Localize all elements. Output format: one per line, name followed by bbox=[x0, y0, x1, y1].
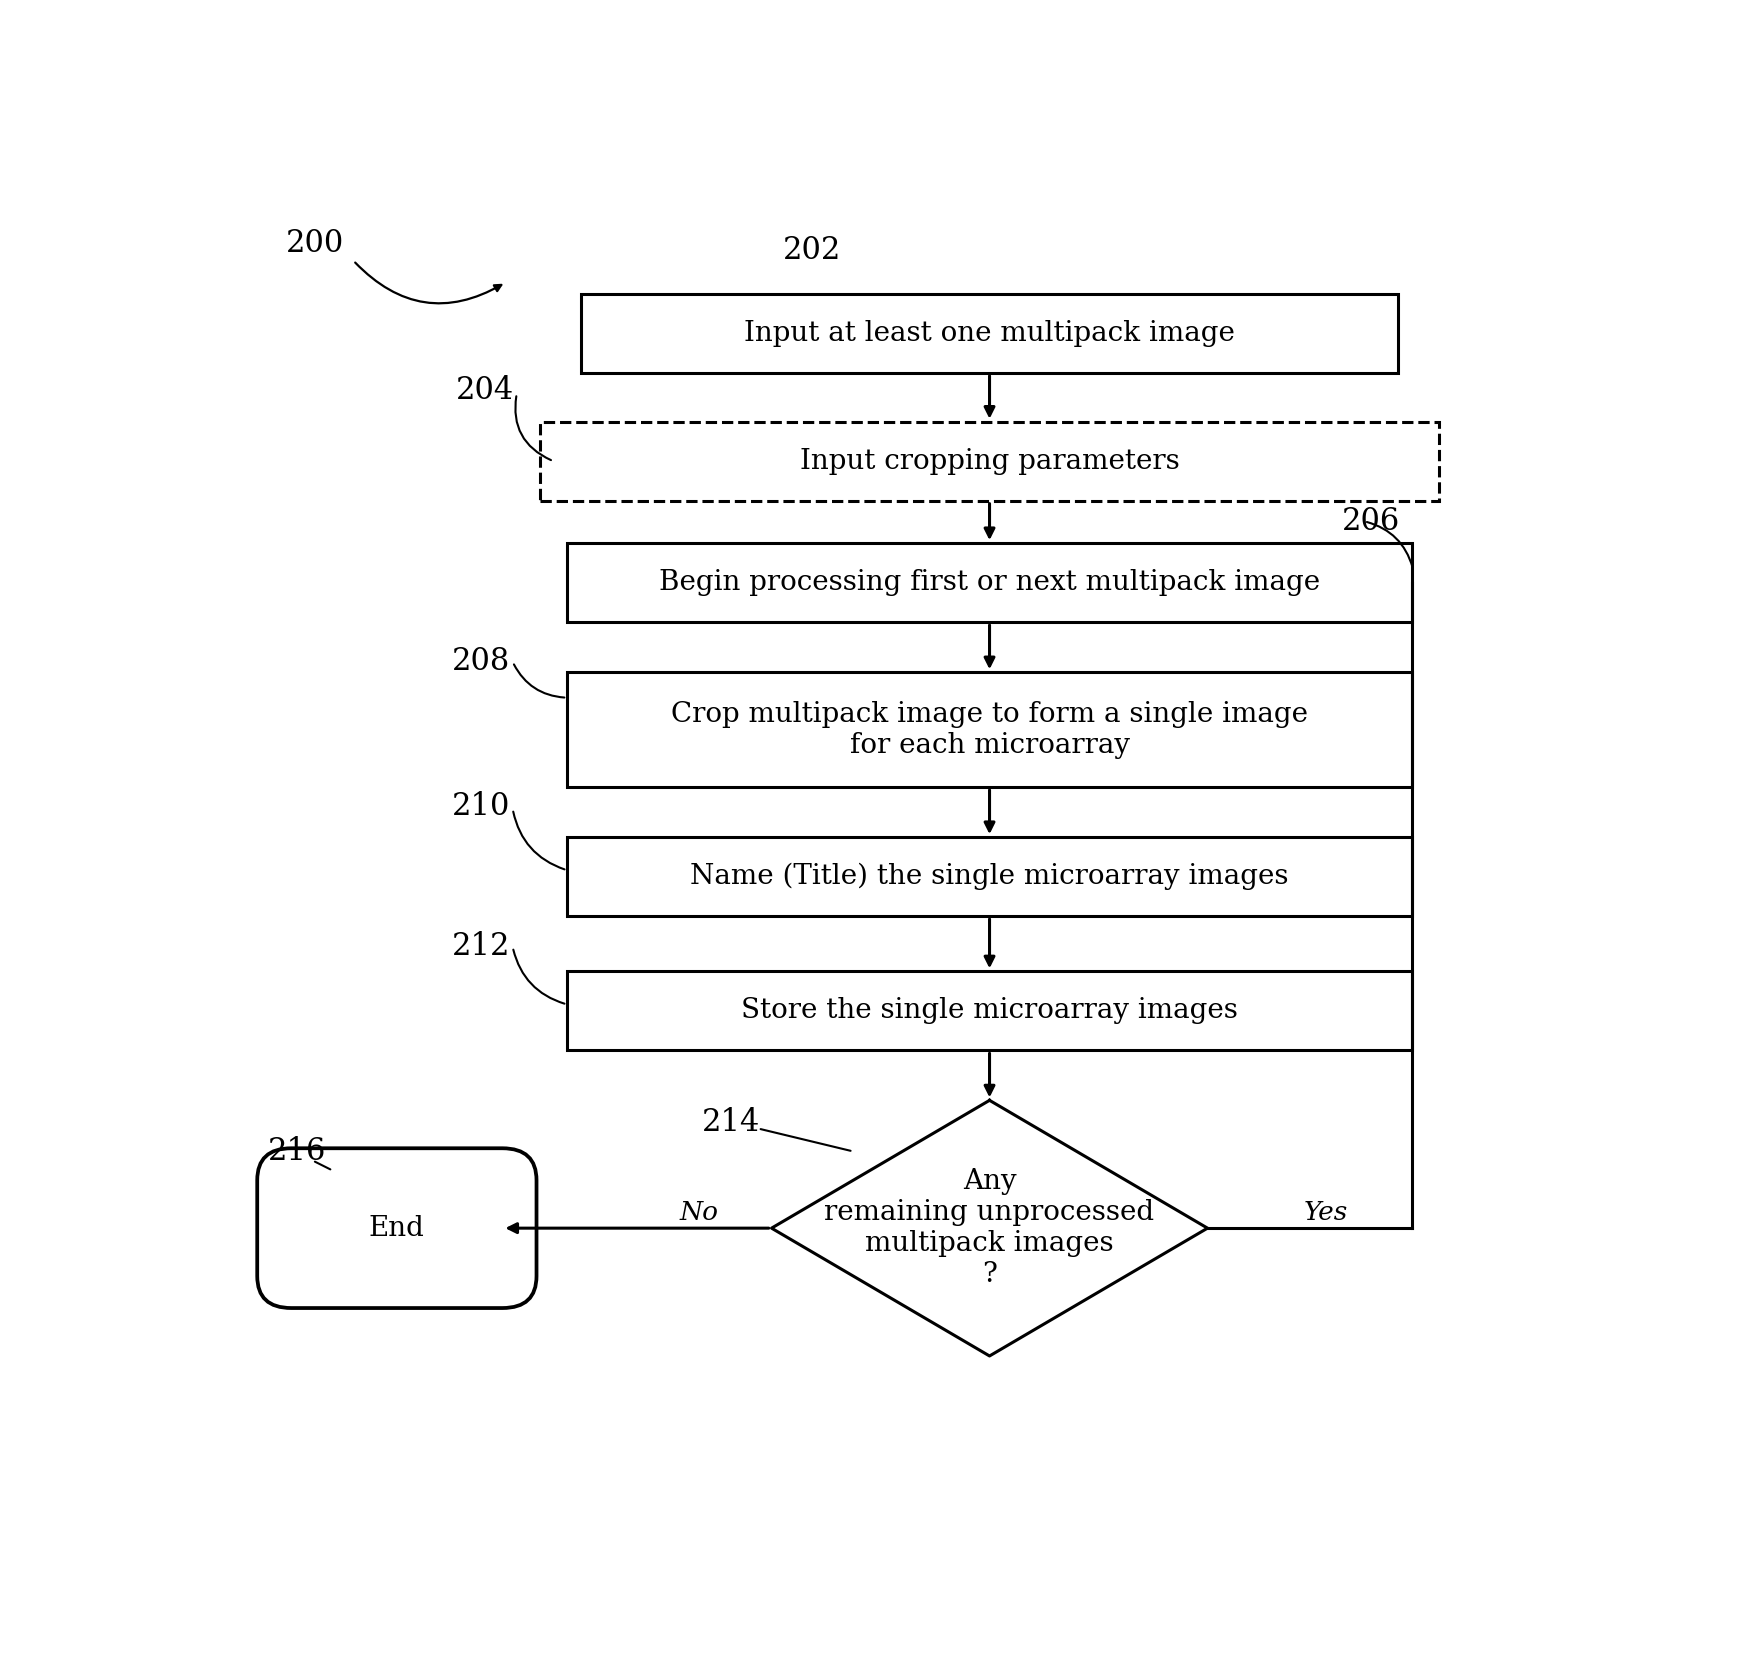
Text: Yes: Yes bbox=[1304, 1200, 1348, 1225]
Text: Input cropping parameters: Input cropping parameters bbox=[799, 448, 1179, 475]
Text: 216: 216 bbox=[269, 1135, 327, 1167]
Text: Name (Title) the single microarray images: Name (Title) the single microarray image… bbox=[691, 863, 1288, 890]
Text: End: End bbox=[369, 1215, 425, 1242]
Text: Any
remaining unprocessed
multipack images
?: Any remaining unprocessed multipack imag… bbox=[824, 1169, 1154, 1288]
Text: 204: 204 bbox=[457, 375, 515, 407]
Text: 206: 206 bbox=[1341, 506, 1399, 536]
FancyBboxPatch shape bbox=[568, 672, 1411, 787]
FancyBboxPatch shape bbox=[568, 837, 1411, 916]
Text: 200: 200 bbox=[286, 229, 344, 259]
FancyBboxPatch shape bbox=[568, 543, 1411, 622]
Text: 202: 202 bbox=[784, 234, 842, 266]
Text: Begin processing first or next multipack image: Begin processing first or next multipack… bbox=[659, 569, 1320, 596]
FancyBboxPatch shape bbox=[257, 1149, 536, 1308]
Polygon shape bbox=[771, 1101, 1207, 1356]
Text: Crop multipack image to form a single image
for each microarray: Crop multipack image to form a single im… bbox=[671, 701, 1307, 759]
Text: Input at least one multipack image: Input at least one multipack image bbox=[743, 320, 1233, 347]
Text: 212: 212 bbox=[452, 931, 510, 963]
Text: Store the single microarray images: Store the single microarray images bbox=[741, 998, 1237, 1024]
Text: 214: 214 bbox=[701, 1107, 759, 1137]
FancyBboxPatch shape bbox=[539, 422, 1439, 501]
Text: No: No bbox=[680, 1200, 719, 1225]
Text: 208: 208 bbox=[452, 646, 510, 677]
FancyBboxPatch shape bbox=[580, 294, 1397, 374]
FancyBboxPatch shape bbox=[568, 971, 1411, 1051]
Text: 210: 210 bbox=[452, 790, 510, 822]
